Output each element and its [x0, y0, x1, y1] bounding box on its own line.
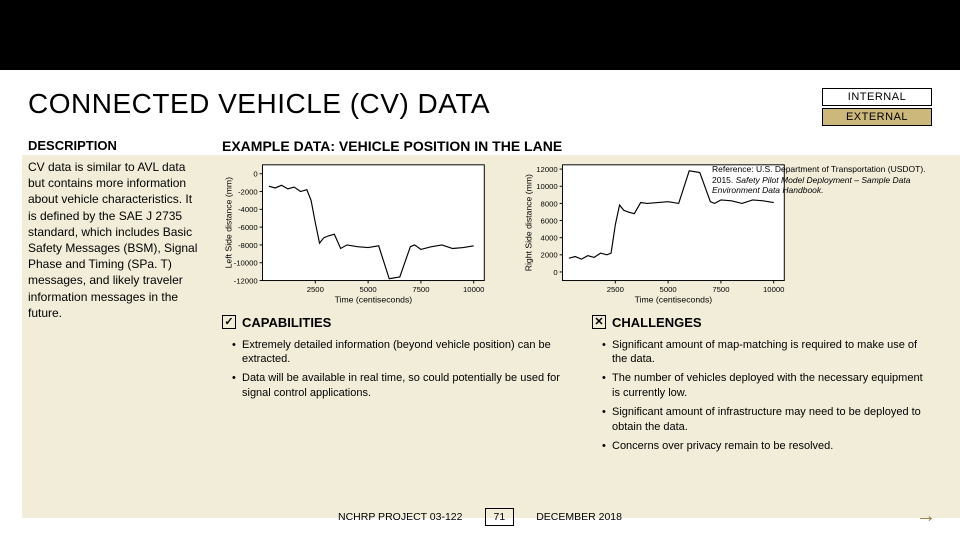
svg-text:Right Side distance (mm): Right Side distance (mm) [524, 174, 534, 271]
svg-text:7500: 7500 [712, 285, 729, 294]
arrow-right-icon: → [916, 505, 936, 528]
challenges-heading: CHALLENGES [612, 315, 702, 330]
svg-text:10000: 10000 [463, 285, 484, 294]
svg-text:-2000: -2000 [238, 187, 258, 196]
list-item: Significant amount of map-matching is re… [602, 338, 932, 368]
svg-text:0: 0 [253, 170, 257, 179]
capabilities-heading: CAPABILITIES [242, 315, 331, 330]
reference-text: Reference: U.S. Department of Transporta… [712, 164, 932, 196]
description-heading: DESCRIPTION [28, 138, 198, 153]
description-column: DESCRIPTION CV data is similar to AVL da… [28, 138, 198, 458]
svg-text:5000: 5000 [360, 285, 377, 294]
svg-text:2000: 2000 [541, 251, 558, 260]
svg-text:8000: 8000 [541, 199, 558, 208]
svg-text:Time (centiseconds): Time (centiseconds) [635, 295, 713, 305]
tag-group: INTERNAL EXTERNAL [822, 88, 932, 126]
svg-text:12000: 12000 [536, 165, 557, 174]
svg-text:Time (centiseconds): Time (centiseconds) [335, 295, 413, 305]
cross-icon: ✕ [592, 315, 606, 329]
list-item: Significant amount of infrastructure may… [602, 405, 932, 435]
footer-project: NCHRP PROJECT 03-122 [338, 511, 463, 523]
svg-text:6000: 6000 [541, 216, 558, 225]
svg-text:-12000: -12000 [234, 276, 258, 285]
list-item: Extremely detailed information (beyond v… [232, 338, 562, 368]
list-item: Concerns over privacy remain to be resol… [602, 439, 932, 454]
description-text: CV data is similar to AVL data but conta… [28, 159, 198, 321]
page-title: CONNECTED VEHICLE (CV) DATA [28, 88, 490, 120]
svg-text:-6000: -6000 [238, 223, 258, 232]
svg-text:Left Side distance (mm): Left Side distance (mm) [224, 177, 234, 269]
top-black-band [0, 0, 960, 70]
svg-text:4000: 4000 [541, 234, 558, 243]
list-item: The number of vehicles deployed with the… [602, 371, 932, 401]
tag-internal: INTERNAL [822, 88, 932, 106]
list-item: Data will be available in real time, so … [232, 371, 562, 401]
footer-date: DECEMBER 2018 [536, 511, 622, 523]
challenges-column: ✕ CHALLENGES Significant amount of map-m… [592, 315, 932, 458]
svg-text:2500: 2500 [607, 285, 624, 294]
capabilities-list: Extremely detailed information (beyond v… [222, 338, 562, 401]
svg-text:-8000: -8000 [238, 241, 258, 250]
svg-text:2500: 2500 [307, 285, 324, 294]
chart-left: 0 -2000 -4000 -6000 -8000 -10000 -12000 2500 50… [222, 160, 492, 305]
footer: NCHRP PROJECT 03-122 71 DECEMBER 2018 [0, 508, 960, 526]
svg-text:5000: 5000 [660, 285, 677, 294]
challenges-list: Significant amount of map-matching is re… [592, 338, 932, 454]
tag-external: EXTERNAL [822, 108, 932, 126]
svg-text:10000: 10000 [536, 182, 557, 191]
example-heading: EXAMPLE DATA: VEHICLE POSITION IN THE LA… [222, 138, 932, 154]
capabilities-column: ✓ CAPABILITIES Extremely detailed inform… [222, 315, 562, 458]
svg-text:0: 0 [553, 268, 557, 277]
svg-text:-4000: -4000 [238, 205, 258, 214]
svg-text:7500: 7500 [412, 285, 429, 294]
svg-text:-10000: -10000 [234, 259, 258, 268]
svg-text:10000: 10000 [763, 285, 784, 294]
reference-italic: Safety Pilot Model Deployment – Sample D… [712, 175, 910, 196]
footer-page: 71 [485, 508, 515, 526]
check-icon: ✓ [222, 315, 236, 329]
